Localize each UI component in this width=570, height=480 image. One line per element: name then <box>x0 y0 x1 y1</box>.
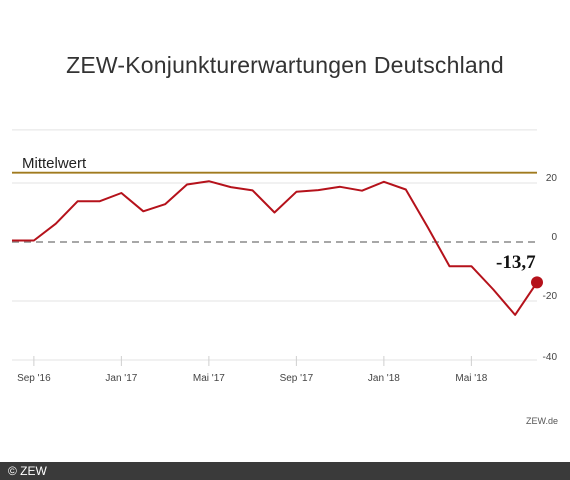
last-value-marker <box>531 276 543 289</box>
y-tick-label: 20 <box>546 173 558 184</box>
x-tick-label: Sep '17 <box>280 373 314 384</box>
y-tick-label: -20 <box>543 291 558 302</box>
x-tick-label: Mai '18 <box>455 373 487 384</box>
copyright-bar: © ZEW <box>0 462 570 480</box>
copyright-text: © ZEW <box>8 464 47 478</box>
source-label: ZEW.de <box>525 416 558 426</box>
x-tick-label: Jan '18 <box>368 373 400 384</box>
chart-title: ZEW-Konjunkturerwartungen Deutschland <box>66 52 504 78</box>
gridlines <box>12 129 537 361</box>
x-tick-label: Mai '17 <box>193 373 225 384</box>
mean-line-label: Mittelwert <box>22 155 87 172</box>
y-tick-label: 0 <box>551 232 557 243</box>
y-tick-labels: 20 0 -20 -40 <box>543 173 558 363</box>
series-line <box>12 180 538 316</box>
x-tick-label: Sep '16 <box>17 373 51 384</box>
last-value-label: -13,7 <box>496 252 536 273</box>
y-tick-label: -40 <box>543 352 558 363</box>
x-tick-marks: Sep '16 Jan '17 Mai '17 Sep '17 Jan '18 Mai '… <box>17 356 488 384</box>
x-tick-label: Jan '17 <box>105 373 137 384</box>
